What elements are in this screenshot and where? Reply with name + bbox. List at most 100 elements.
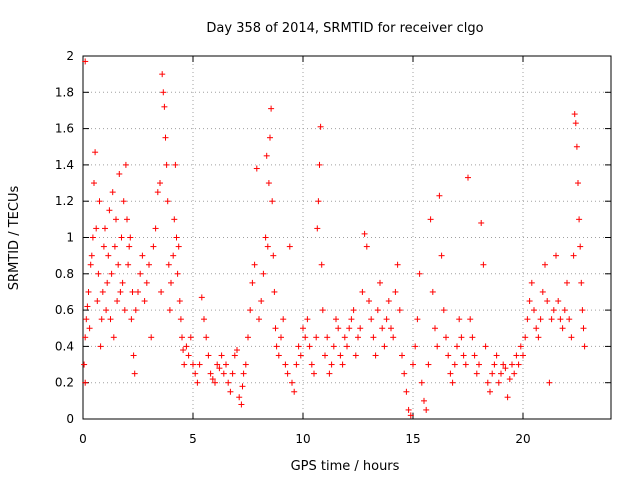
data-point bbox=[118, 234, 125, 241]
data-point bbox=[218, 352, 225, 359]
data-point bbox=[344, 343, 350, 350]
chart-title: Day 358 of 2014, SRMTID for receiver clg… bbox=[206, 21, 483, 36]
data-point bbox=[98, 316, 105, 323]
data-point bbox=[198, 294, 205, 301]
data-point bbox=[229, 370, 236, 377]
data-point bbox=[282, 361, 289, 368]
data-point bbox=[381, 343, 388, 350]
data-point bbox=[105, 252, 112, 259]
data-point bbox=[314, 225, 321, 232]
y-tick-label: 0 bbox=[66, 412, 74, 426]
x-tick-label: 5 bbox=[189, 432, 197, 446]
data-point bbox=[570, 252, 577, 259]
x-tick-label: 20 bbox=[515, 432, 530, 446]
y-tick-label: 1.4 bbox=[55, 158, 74, 172]
data-point bbox=[132, 307, 139, 314]
data-point bbox=[432, 325, 438, 332]
data-point bbox=[82, 58, 89, 65]
data-point bbox=[174, 270, 181, 277]
data-point bbox=[500, 361, 507, 368]
data-point bbox=[165, 261, 172, 268]
data-point bbox=[575, 180, 581, 187]
data-point bbox=[258, 298, 265, 305]
data-point bbox=[311, 370, 317, 377]
data-point bbox=[157, 180, 163, 187]
data-point bbox=[148, 334, 155, 341]
data-point bbox=[116, 170, 123, 177]
data-point bbox=[548, 316, 555, 323]
data-point bbox=[458, 334, 465, 341]
data-point bbox=[537, 316, 544, 323]
data-point bbox=[125, 261, 132, 268]
data-point bbox=[214, 361, 221, 368]
data-point bbox=[559, 325, 566, 332]
data-point bbox=[97, 343, 104, 350]
data-point bbox=[201, 316, 207, 323]
data-point bbox=[335, 325, 342, 332]
data-point bbox=[443, 334, 449, 341]
data-point bbox=[324, 334, 331, 341]
data-point bbox=[247, 307, 254, 314]
data-point bbox=[173, 234, 180, 241]
data-point bbox=[251, 261, 258, 268]
data-point bbox=[128, 316, 135, 323]
data-point bbox=[297, 352, 304, 359]
data-point bbox=[318, 261, 325, 268]
data-point bbox=[576, 216, 583, 223]
data-point bbox=[330, 343, 337, 350]
data-points bbox=[81, 58, 588, 419]
data-point bbox=[370, 334, 377, 341]
data-point bbox=[131, 370, 138, 377]
data-point bbox=[81, 361, 88, 368]
data-point bbox=[580, 325, 587, 332]
data-point bbox=[484, 379, 491, 386]
data-point bbox=[122, 161, 129, 168]
data-point bbox=[284, 370, 291, 377]
data-point bbox=[203, 334, 210, 341]
x-tick-label: 10 bbox=[295, 432, 310, 446]
data-point bbox=[216, 365, 223, 372]
data-point bbox=[392, 288, 399, 295]
data-point bbox=[550, 307, 557, 314]
data-point bbox=[504, 394, 511, 401]
data-point bbox=[185, 352, 192, 359]
data-point bbox=[348, 316, 355, 323]
data-point bbox=[231, 352, 238, 359]
data-point bbox=[412, 343, 419, 350]
data-point bbox=[306, 343, 313, 350]
data-point bbox=[183, 343, 190, 350]
data-point bbox=[524, 316, 531, 323]
data-point bbox=[355, 334, 361, 341]
data-point bbox=[82, 379, 89, 386]
data-point bbox=[269, 198, 276, 205]
data-point bbox=[535, 334, 542, 341]
data-point bbox=[317, 123, 324, 130]
data-point bbox=[130, 352, 137, 359]
data-point bbox=[84, 303, 91, 310]
data-point bbox=[91, 180, 97, 187]
data-point bbox=[399, 352, 405, 359]
data-point bbox=[403, 388, 410, 395]
data-point bbox=[273, 343, 280, 350]
data-point bbox=[120, 198, 127, 205]
data-point bbox=[88, 252, 95, 259]
data-point bbox=[357, 325, 364, 332]
data-point bbox=[129, 288, 136, 295]
data-point bbox=[542, 261, 548, 268]
y-tick-label: 0.8 bbox=[55, 267, 74, 281]
data-point bbox=[379, 325, 386, 332]
data-point bbox=[539, 288, 546, 295]
data-point bbox=[473, 370, 480, 377]
data-point bbox=[571, 111, 578, 118]
data-point bbox=[103, 307, 110, 314]
data-point bbox=[83, 316, 90, 323]
data-point bbox=[289, 379, 295, 386]
data-point bbox=[150, 243, 157, 250]
data-point bbox=[163, 161, 170, 168]
data-point bbox=[82, 334, 89, 341]
data-point bbox=[377, 279, 383, 286]
data-point bbox=[449, 379, 456, 386]
data-point bbox=[480, 261, 487, 268]
data-point bbox=[337, 352, 344, 359]
